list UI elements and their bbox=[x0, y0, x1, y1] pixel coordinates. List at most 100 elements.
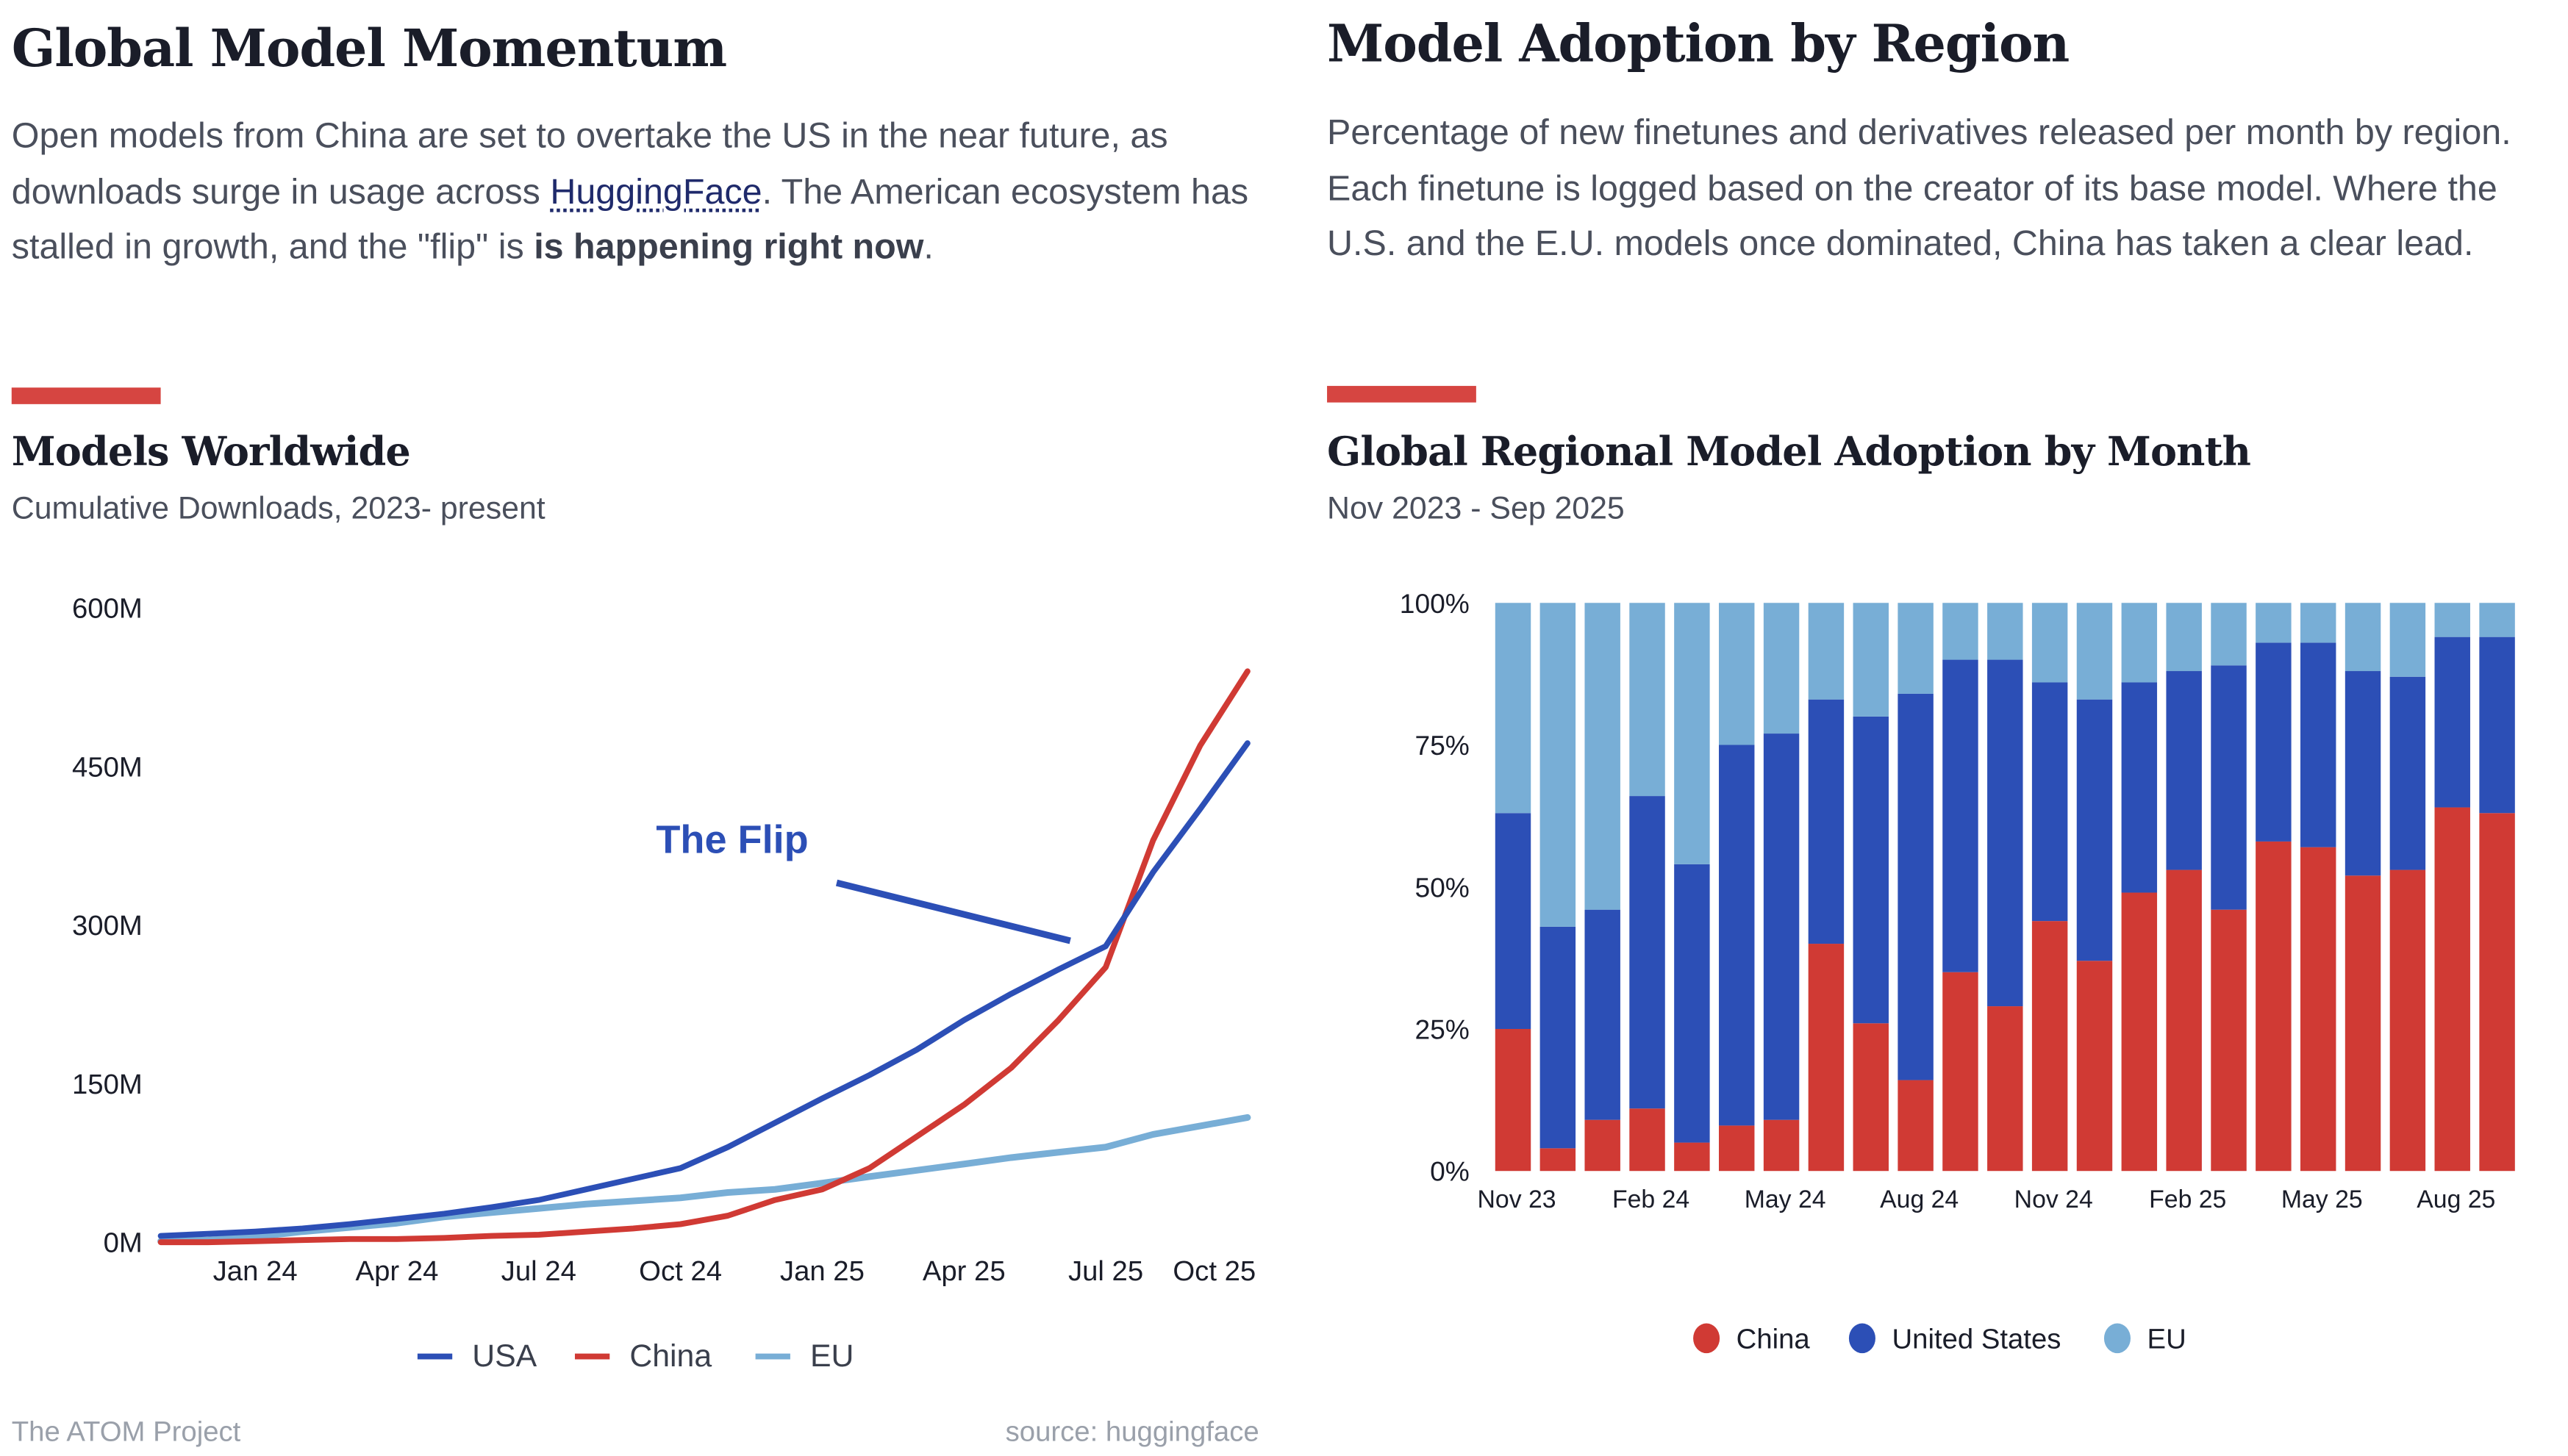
bar-segment-united-states bbox=[2166, 671, 2202, 870]
bar-segment-china bbox=[1987, 1006, 2023, 1172]
bar-segment-china bbox=[2211, 909, 2247, 1172]
bar-segment-eu bbox=[1629, 603, 1665, 797]
chart-subtitle-right: Nov 2023 - Sep 2025 bbox=[1327, 492, 1625, 527]
bar-segment-united-states bbox=[2031, 682, 2068, 922]
bar-segment-china bbox=[1719, 1125, 1755, 1172]
bar-segment-eu bbox=[1942, 603, 1978, 660]
x-tick-label: Feb 24 bbox=[1612, 1186, 1689, 1213]
bar-segment-united-states bbox=[1898, 693, 1934, 1080]
bar-segment-united-states bbox=[2434, 636, 2470, 808]
x-tick-label: Jul 24 bbox=[501, 1255, 576, 1287]
legend-label: United States bbox=[1892, 1323, 2061, 1355]
bar-segment-united-states bbox=[1763, 734, 1800, 1120]
bar-segment-united-states bbox=[1987, 659, 2023, 1007]
bar-segment-united-states bbox=[1539, 926, 1576, 1149]
bar-segment-eu bbox=[1539, 603, 1576, 927]
intro-paragraph-left: Open models from China are set to overta… bbox=[12, 110, 1271, 276]
bar-segment-china bbox=[2121, 892, 2158, 1172]
x-tick-label: Oct 24 bbox=[639, 1255, 722, 1287]
bar-segment-eu bbox=[2479, 603, 2515, 637]
bar-segment-united-states bbox=[2345, 671, 2381, 876]
annotation-pointer bbox=[835, 879, 1071, 944]
bar-segment-united-states bbox=[2076, 699, 2113, 961]
x-tick-label: Apr 25 bbox=[923, 1255, 1006, 1287]
y-tick-label: 150M bbox=[72, 1069, 143, 1100]
bar-segment-eu bbox=[2031, 603, 2068, 683]
bar-segment-united-states bbox=[2479, 636, 2515, 814]
y-tick-label: 0M bbox=[104, 1227, 143, 1259]
x-tick-label: Oct 25 bbox=[1173, 1255, 1256, 1287]
bar-segment-eu bbox=[1853, 603, 1889, 717]
huggingface-link[interactable]: HuggingFace bbox=[550, 171, 762, 212]
y-tick-label: 0% bbox=[1430, 1156, 1470, 1187]
x-tick-label: Feb 25 bbox=[2149, 1186, 2226, 1213]
bar-segment-eu bbox=[2166, 603, 2202, 672]
y-tick-label: 300M bbox=[72, 910, 143, 942]
series-line-usa bbox=[157, 740, 1251, 1239]
bar-segment-china bbox=[1629, 1108, 1665, 1172]
bar-segment-united-states bbox=[2121, 682, 2158, 893]
annotation-label: The Flip bbox=[656, 818, 808, 862]
bar-segment-eu bbox=[2076, 603, 2113, 700]
bar-segment-united-states bbox=[2211, 665, 2247, 910]
y-tick-label: 75% bbox=[1414, 730, 1469, 761]
x-tick-label: May 25 bbox=[2281, 1186, 2363, 1213]
bar-segment-united-states bbox=[1584, 909, 1620, 1120]
bar-segment-united-states bbox=[2256, 642, 2292, 842]
page-title-left: Global Model Momentum bbox=[11, 20, 727, 80]
bar-segment-china bbox=[1584, 1119, 1620, 1172]
bar-segment-china bbox=[1674, 1142, 1710, 1172]
bar-segment-china bbox=[1942, 972, 1978, 1172]
x-tick-label: Jan 25 bbox=[780, 1255, 865, 1287]
bar-segment-china bbox=[2300, 847, 2336, 1172]
bar-segment-united-states bbox=[2300, 642, 2336, 847]
line-chart: 0M 150M 300M 450M 600M Jan 24 Apr 24 Jul 24 Oct … bbox=[72, 593, 1256, 1374]
bar-segment-china bbox=[1763, 1119, 1800, 1172]
legend-label: EU bbox=[810, 1338, 854, 1374]
bar-segment-eu bbox=[1763, 603, 1800, 734]
x-tick-label: Jul 25 bbox=[1068, 1255, 1143, 1287]
accent-bar bbox=[1327, 386, 1476, 403]
bar-segment-united-states bbox=[1942, 659, 1978, 972]
series-line-eu bbox=[157, 1113, 1251, 1245]
paragraph-bold-text: is happening right now bbox=[534, 226, 924, 267]
bar-segment-eu bbox=[2256, 603, 2292, 643]
bar-segment-china bbox=[2076, 961, 2113, 1172]
bar-segment-eu bbox=[1808, 603, 1845, 700]
bar-segment-eu bbox=[1584, 603, 1620, 910]
bar-segment-eu bbox=[2121, 603, 2158, 683]
y-tick-label: 100% bbox=[1400, 588, 1470, 619]
bar-segment-united-states bbox=[1853, 716, 1889, 1024]
y-tick-label: 600M bbox=[72, 593, 143, 625]
bar-segment-eu bbox=[2300, 603, 2336, 643]
x-tick-label: Apr 24 bbox=[356, 1255, 439, 1287]
x-tick-label: Aug 24 bbox=[1880, 1186, 1959, 1213]
bar-segment-china bbox=[2479, 813, 2515, 1172]
footer-credit: The ATOM Project bbox=[11, 1416, 241, 1448]
bar-segment-eu bbox=[1898, 603, 1934, 694]
y-tick-label: 25% bbox=[1414, 1014, 1469, 1045]
bar-segment-china bbox=[2434, 807, 2470, 1172]
bar-segment-united-states bbox=[1674, 864, 1710, 1143]
x-tick-label: Nov 24 bbox=[2014, 1186, 2093, 1213]
bar-segment-eu bbox=[1987, 603, 2023, 660]
page-title-right: Model Adoption by Region bbox=[1327, 15, 2070, 75]
intro-paragraph-right: Percentage of new finetunes and derivati… bbox=[1327, 112, 2511, 264]
legend-swatch-eu bbox=[2103, 1323, 2131, 1354]
paragraph-text: Open models from China are set to overta… bbox=[11, 115, 1168, 212]
bar-segment-united-states bbox=[1719, 745, 1755, 1126]
bar-segment-china bbox=[1853, 1023, 1889, 1172]
x-tick-label: Nov 23 bbox=[1478, 1186, 1556, 1213]
bar-segment-eu bbox=[1674, 603, 1710, 864]
bar-segment-china bbox=[1808, 944, 1845, 1172]
bar-segment-eu bbox=[2345, 603, 2381, 672]
legend-label: China bbox=[1737, 1323, 1811, 1355]
bar-segment-eu bbox=[2389, 603, 2426, 677]
chart-subtitle-left: Cumulative Downloads, 2023- present bbox=[11, 492, 546, 527]
x-tick-label: May 24 bbox=[1745, 1186, 1826, 1213]
legend-swatch-united-states bbox=[1848, 1323, 1875, 1354]
bar-segment-china bbox=[2389, 869, 2426, 1172]
bar-segment-china bbox=[2345, 875, 2381, 1172]
accent-bar bbox=[11, 387, 161, 404]
